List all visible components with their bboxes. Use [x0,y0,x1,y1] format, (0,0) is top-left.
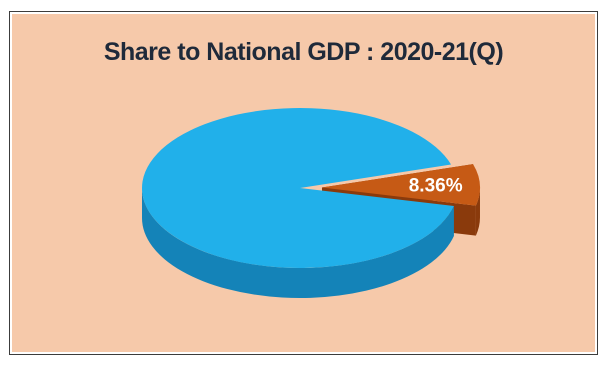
pie-slice-side-remainder [142,188,454,298]
pie-slice-8-36- [321,164,480,206]
pie-slice-remainder [142,107,454,268]
pie-slice-face-8-36- [475,187,480,236]
chart-frame [9,11,598,355]
slice-label-gdp-share: 8.36% [409,176,463,197]
pie-tops [142,107,480,268]
chart-title: Share to National GDP : 2020-21(Q) [103,38,504,66]
